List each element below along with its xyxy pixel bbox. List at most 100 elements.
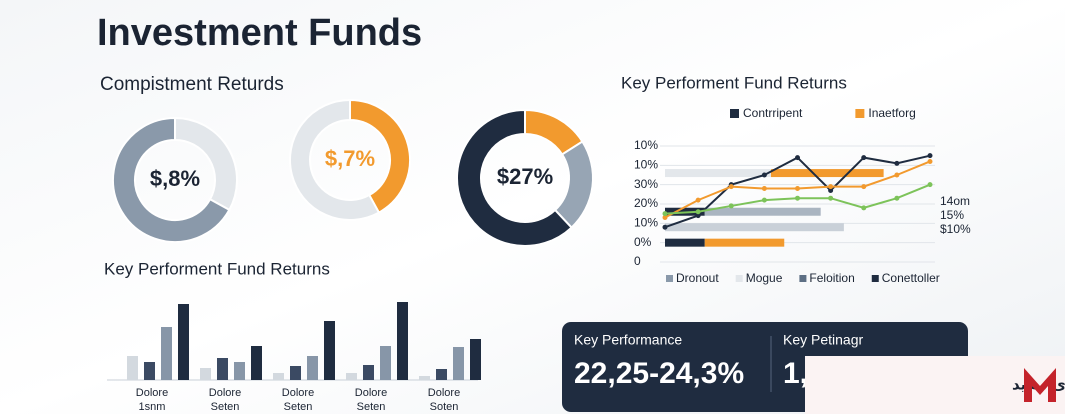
section-title: Key Performent Fund Returns bbox=[621, 73, 847, 92]
page-title: Investment Funds bbox=[97, 12, 422, 54]
bar bbox=[307, 356, 318, 380]
bar bbox=[453, 347, 464, 380]
hbar bbox=[704, 238, 785, 247]
line-point bbox=[894, 172, 900, 178]
line-point bbox=[861, 205, 867, 211]
y-tick-label: 20% bbox=[634, 196, 658, 210]
legend-label: Contrripent bbox=[743, 106, 803, 120]
line-point bbox=[828, 187, 834, 193]
hbar bbox=[665, 169, 771, 178]
line-point bbox=[927, 158, 933, 164]
y-tick-label: 0% bbox=[634, 235, 652, 249]
line-point bbox=[828, 184, 834, 190]
y-tick-label: 30% bbox=[634, 177, 658, 191]
x-tick-label: Seten bbox=[211, 401, 240, 413]
line-point bbox=[795, 155, 800, 161]
line-point bbox=[828, 195, 834, 201]
line-point bbox=[695, 213, 701, 219]
bar bbox=[273, 373, 284, 380]
bar bbox=[217, 358, 228, 380]
y-tick-label: 10% bbox=[634, 216, 658, 230]
line-point bbox=[761, 186, 767, 192]
line-point bbox=[662, 211, 668, 217]
x-tick-label: 1snm bbox=[139, 401, 166, 413]
bar bbox=[363, 365, 374, 380]
donut-center-label: $,8% bbox=[150, 166, 200, 191]
line-point bbox=[695, 209, 701, 215]
bar bbox=[144, 362, 155, 380]
line-point bbox=[927, 153, 933, 159]
watermark-logo bbox=[1024, 368, 1056, 402]
bar bbox=[200, 368, 211, 380]
x-tick-label: Seten bbox=[357, 401, 386, 413]
line-point bbox=[861, 155, 867, 161]
donut-center-label: $,7% bbox=[325, 146, 375, 171]
bar bbox=[324, 321, 335, 380]
legend-label: Mogue bbox=[746, 271, 783, 285]
y-tick-label: 0 bbox=[634, 254, 641, 268]
bar bbox=[397, 302, 408, 380]
x-tick-label: Dolore bbox=[282, 387, 314, 399]
y-tick-label: 10% bbox=[634, 138, 658, 152]
donut-segment bbox=[289, 98, 381, 221]
line-point bbox=[761, 172, 767, 178]
annotation: $10% bbox=[940, 222, 971, 236]
line-point bbox=[662, 224, 668, 230]
line-point bbox=[761, 197, 767, 203]
legend-label: Dronout bbox=[676, 271, 719, 285]
line-point bbox=[728, 203, 734, 209]
legend-label: Feloition bbox=[809, 271, 854, 285]
y-tick-label: 10% bbox=[634, 158, 658, 172]
kpi-value: 1, bbox=[783, 357, 808, 390]
line-point bbox=[695, 197, 701, 203]
watermark-background bbox=[805, 356, 1065, 414]
x-tick-label: Dolore bbox=[209, 387, 241, 399]
bar bbox=[234, 362, 245, 380]
hbar bbox=[665, 238, 705, 247]
legend-swatch bbox=[730, 109, 739, 118]
annotation: 15% bbox=[940, 208, 964, 222]
legend-swatch bbox=[871, 275, 879, 282]
hbar bbox=[771, 169, 884, 178]
x-tick-label: Soten bbox=[430, 401, 459, 413]
legend-label: Inaetforg bbox=[868, 106, 915, 120]
annotation: 14om bbox=[940, 194, 970, 208]
hbar bbox=[704, 207, 821, 216]
line-point bbox=[927, 182, 933, 188]
watermark: مقایسه بازدهی صندوق های مفید bbox=[805, 356, 1065, 414]
legend-swatch bbox=[855, 109, 865, 118]
kpi-value: 22,25-24,3% bbox=[574, 357, 744, 390]
line-point bbox=[861, 184, 867, 190]
bar bbox=[436, 369, 447, 380]
bar bbox=[290, 366, 301, 380]
bar bbox=[346, 373, 357, 380]
section-title: Compistment Returds bbox=[100, 74, 284, 95]
bar bbox=[470, 339, 481, 380]
donut-center-label: $27% bbox=[497, 164, 553, 189]
hbar bbox=[665, 223, 844, 232]
bar bbox=[251, 346, 262, 380]
donut-segment bbox=[456, 108, 573, 247]
bar bbox=[161, 327, 172, 380]
line-point bbox=[728, 184, 734, 190]
line-point bbox=[894, 160, 900, 166]
x-tick-label: Dolore bbox=[136, 387, 168, 399]
legend-swatch bbox=[666, 275, 673, 282]
line-point bbox=[795, 195, 800, 201]
legend-label: Conettoller bbox=[882, 271, 940, 285]
kpi-label: Key Performance bbox=[574, 332, 682, 348]
bar bbox=[380, 346, 391, 380]
section-title: Key Performent Fund Returns bbox=[104, 259, 330, 278]
line-point bbox=[662, 215, 668, 221]
bar bbox=[419, 376, 430, 380]
bar bbox=[127, 356, 138, 380]
line-point bbox=[795, 186, 800, 192]
kpi-label: Key Petinagr bbox=[783, 332, 863, 348]
legend-swatch bbox=[799, 275, 807, 282]
line-point bbox=[894, 195, 900, 201]
legend-swatch bbox=[735, 275, 743, 282]
bar bbox=[178, 304, 189, 380]
x-tick-label: Seten bbox=[284, 401, 313, 413]
x-tick-label: Dolore bbox=[355, 387, 387, 399]
